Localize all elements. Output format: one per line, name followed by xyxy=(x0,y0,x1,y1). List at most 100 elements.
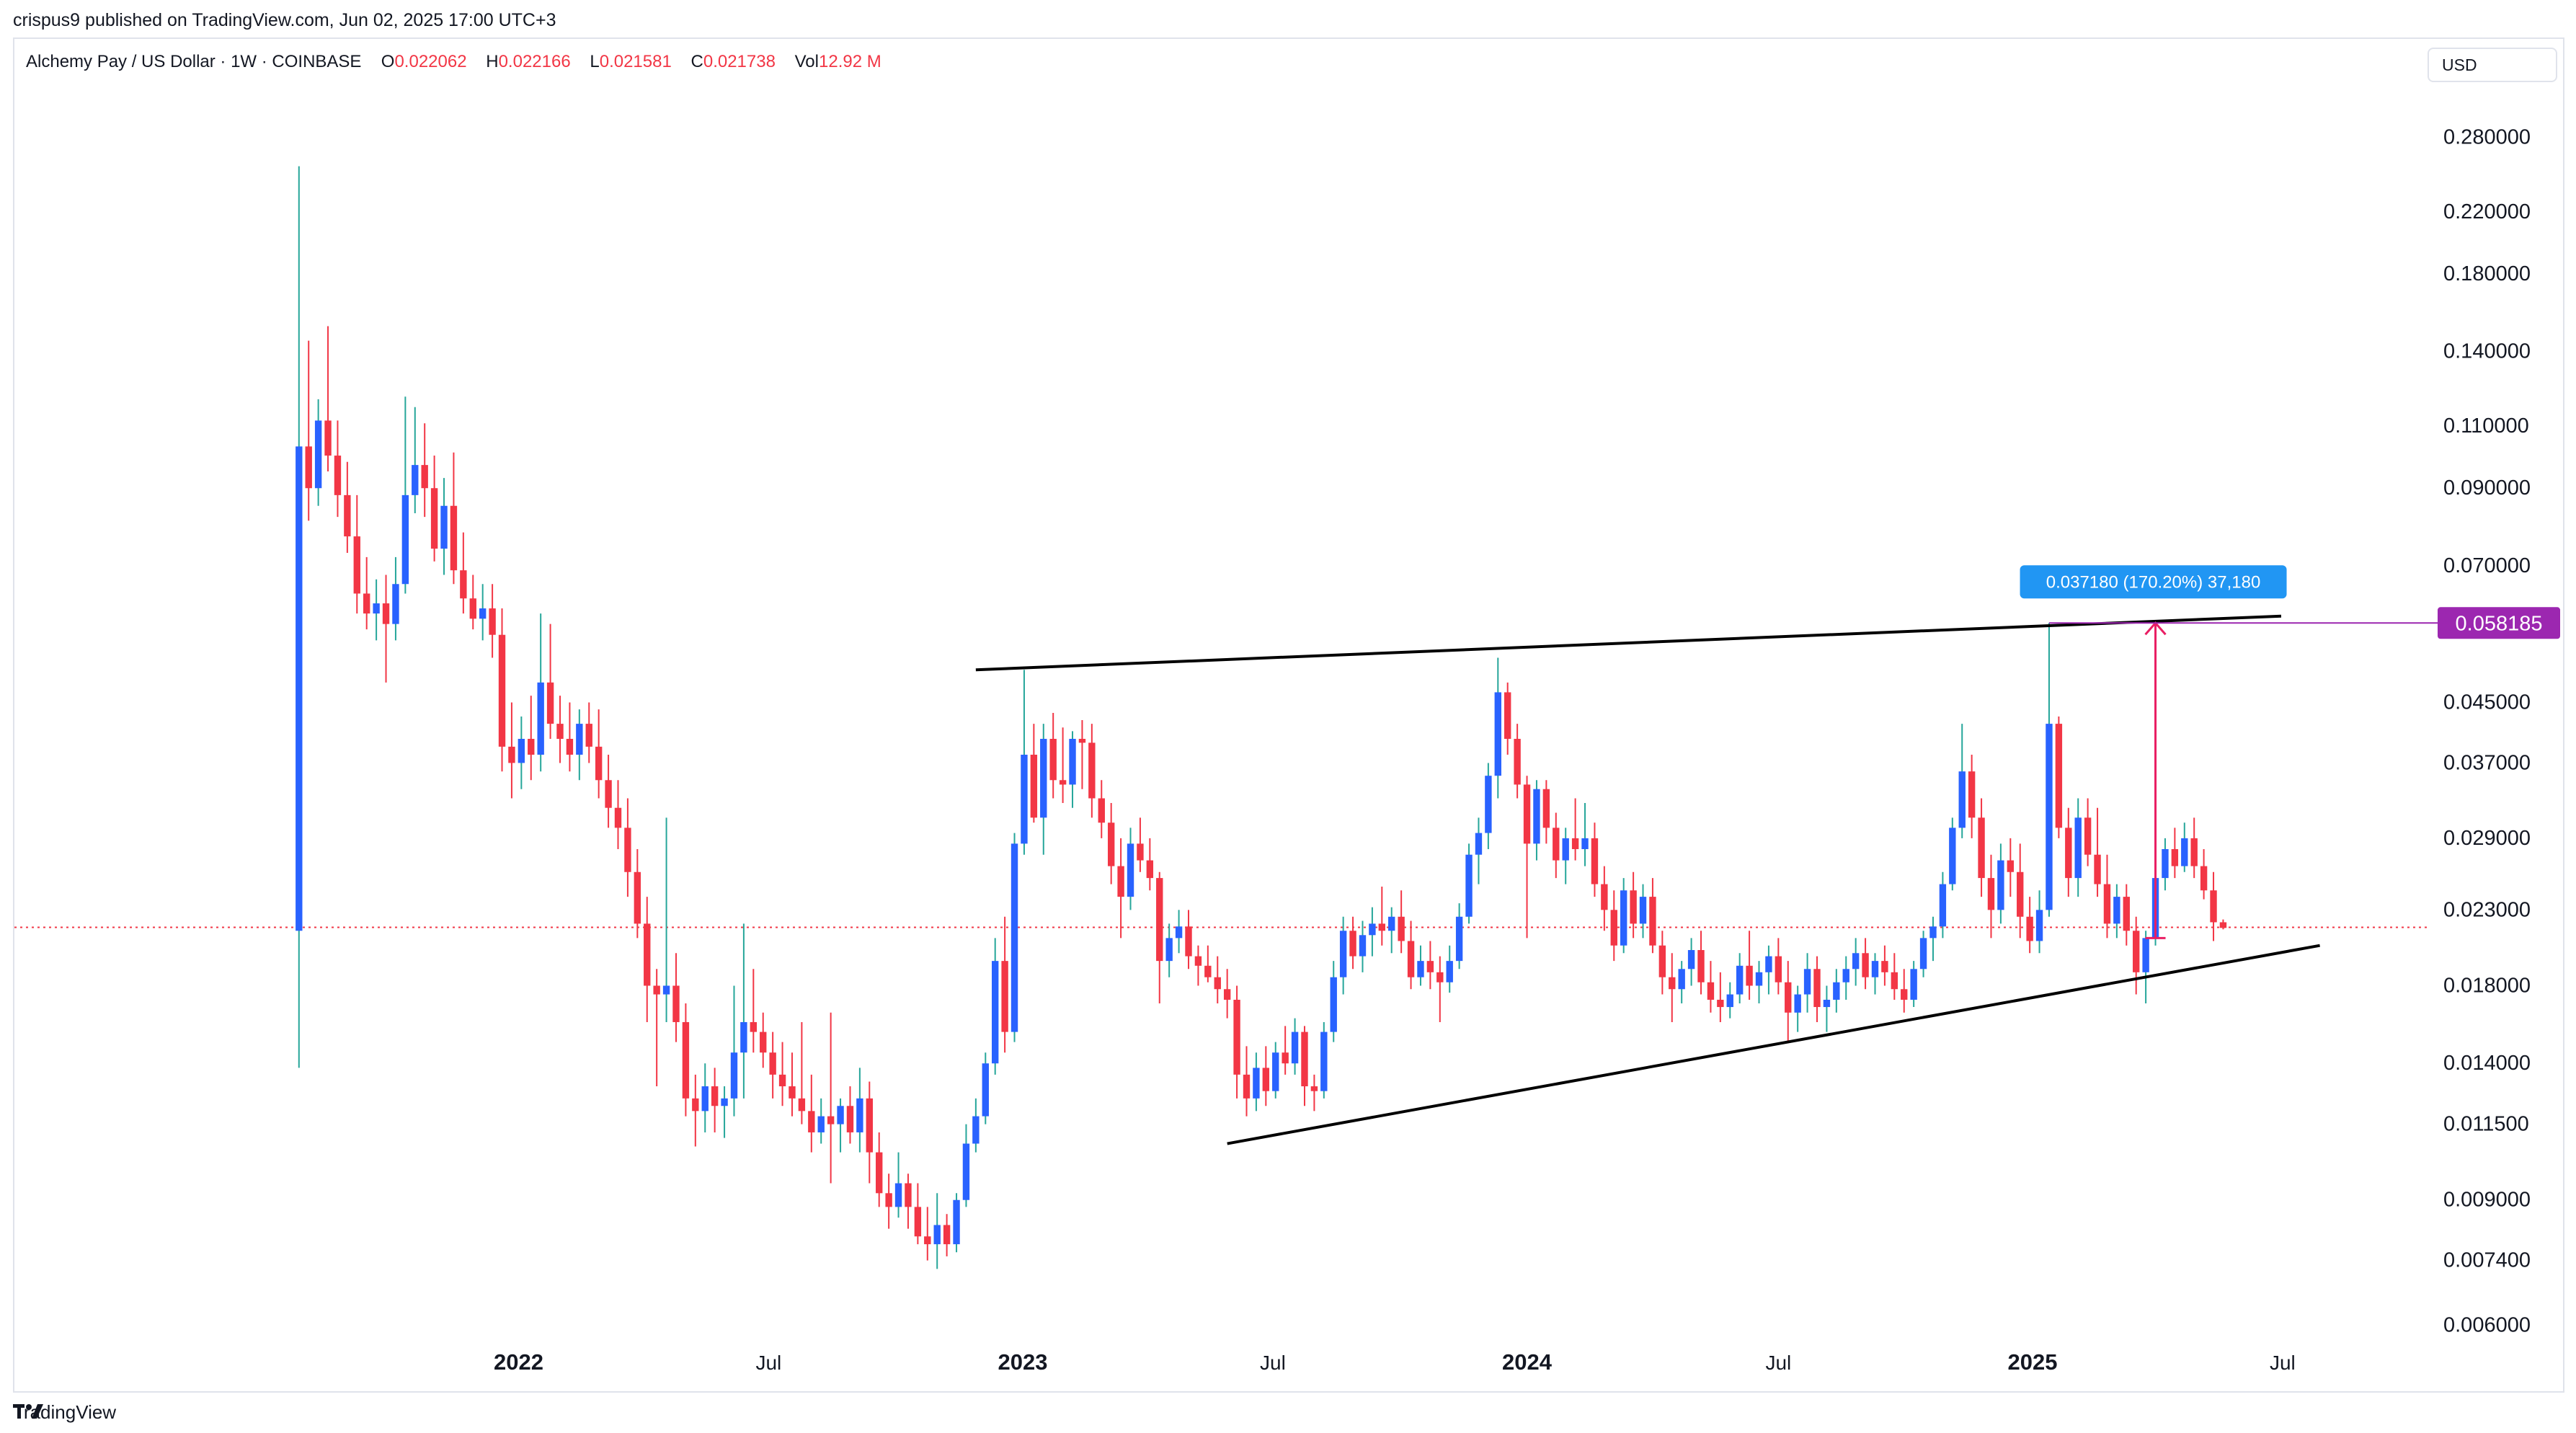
y-tick-label: 0.045000 xyxy=(2443,691,2531,714)
candle xyxy=(430,456,438,562)
candle-body xyxy=(528,739,535,755)
measure-tool[interactable]: 0.037180 (170.20%) 37,180 xyxy=(2020,565,2442,939)
candle-body xyxy=(1185,926,1192,957)
candle xyxy=(662,817,670,1022)
candle xyxy=(1542,780,1550,844)
candle-body xyxy=(2190,838,2198,866)
y-tick-label: 0.110000 xyxy=(2443,414,2529,438)
candle-body xyxy=(595,746,603,781)
time-axis[interactable]: 2022 Jul 2023 Jul 2024 Jul 2025 Jul xyxy=(494,1349,2296,1375)
candle-body xyxy=(1088,742,1096,799)
candle xyxy=(2190,817,2198,879)
candle-body xyxy=(972,1116,980,1144)
symbol-title[interactable]: Alchemy Pay / US Dollar · 1W · COINBASE xyxy=(26,52,362,71)
candle xyxy=(943,1214,951,1256)
candle xyxy=(363,556,370,630)
candle-body xyxy=(1137,843,1144,861)
candle-body xyxy=(537,682,544,755)
candle xyxy=(953,1193,960,1253)
candle-body xyxy=(1785,982,1792,1013)
candle xyxy=(1707,961,1715,1013)
candle-body xyxy=(914,1207,922,1237)
candle xyxy=(1842,956,1849,1000)
candle-body xyxy=(1475,833,1483,855)
candle-body xyxy=(817,1116,825,1132)
candle xyxy=(556,696,564,763)
candle xyxy=(1049,713,1057,799)
candle xyxy=(1455,903,1463,970)
candle xyxy=(1253,1052,1260,1112)
y-tick-label: 0.140000 xyxy=(2443,340,2531,363)
candle xyxy=(2035,890,2043,954)
y-tick-label: 0.014000 xyxy=(2443,1052,2531,1075)
candle-body xyxy=(344,494,351,537)
candle xyxy=(1243,1046,1251,1117)
candle xyxy=(1204,945,1212,982)
candle-body xyxy=(1455,916,1463,962)
candle-body xyxy=(962,1143,970,1200)
candle-body xyxy=(1901,989,1908,1000)
candle-body xyxy=(614,807,622,828)
candle xyxy=(1775,938,1782,995)
candle xyxy=(1697,931,1705,995)
y-tick-label: 0.007400 xyxy=(2443,1249,2531,1272)
volume-value: 12.92 M xyxy=(819,52,881,71)
candle-body xyxy=(1823,999,1831,1008)
currency-selector[interactable]: USD xyxy=(2428,48,2557,82)
candle-body xyxy=(721,1098,728,1106)
candle-body xyxy=(1620,890,1627,946)
candle-body xyxy=(1862,953,1869,977)
candle-body xyxy=(498,634,506,747)
candle xyxy=(1310,1074,1318,1112)
candle xyxy=(1398,890,1405,954)
candle xyxy=(624,798,631,897)
price-axis[interactable]: 0.280000 0.220000 0.180000 0.140000 0.110000… xyxy=(2438,125,2560,1337)
candle-body xyxy=(672,985,680,1022)
candle-body xyxy=(953,1199,960,1245)
candle-body xyxy=(1407,941,1415,977)
candle-body xyxy=(1310,1086,1318,1091)
candle-body xyxy=(353,536,360,594)
candle-body xyxy=(1997,860,2004,910)
candle xyxy=(392,556,399,641)
candle xyxy=(1736,953,1744,1003)
candle-body xyxy=(1553,828,1560,861)
candle xyxy=(1823,985,1831,1032)
candle-body xyxy=(1910,969,1917,1000)
candle xyxy=(837,1098,844,1153)
candle xyxy=(344,461,351,554)
candle xyxy=(1214,956,1221,1003)
candle xyxy=(1059,727,1067,804)
candle-body xyxy=(1320,1032,1328,1091)
footer-brand[interactable]: TradingView xyxy=(13,1401,116,1424)
candle xyxy=(653,969,660,1087)
candle xyxy=(1862,938,1869,990)
candle xyxy=(769,1032,776,1099)
candle-body xyxy=(2065,828,2072,879)
candle-body xyxy=(1388,916,1395,931)
candle xyxy=(469,574,476,630)
y-tick-label: 0.011500 xyxy=(2443,1113,2529,1136)
candle xyxy=(1485,763,1492,849)
candle xyxy=(546,624,554,740)
candle xyxy=(518,716,525,789)
candle xyxy=(846,1086,854,1144)
candle xyxy=(2094,807,2101,897)
candle-body xyxy=(2094,854,2101,884)
candle xyxy=(1891,953,1898,1000)
candle-body xyxy=(1059,780,1067,785)
candle xyxy=(479,584,487,641)
candle-body xyxy=(1107,822,1115,866)
candle xyxy=(2200,848,2208,900)
candle-body xyxy=(846,1106,854,1132)
candle-body xyxy=(905,1183,912,1207)
candle xyxy=(324,326,332,472)
candle-body xyxy=(2046,724,2053,910)
candle-body xyxy=(1755,972,1763,986)
candle-body xyxy=(1204,965,1212,977)
candle-body xyxy=(1581,838,1589,849)
chart-pane[interactable] xyxy=(13,37,2564,1393)
candle-body xyxy=(662,985,670,995)
candle-body xyxy=(1842,969,1849,982)
